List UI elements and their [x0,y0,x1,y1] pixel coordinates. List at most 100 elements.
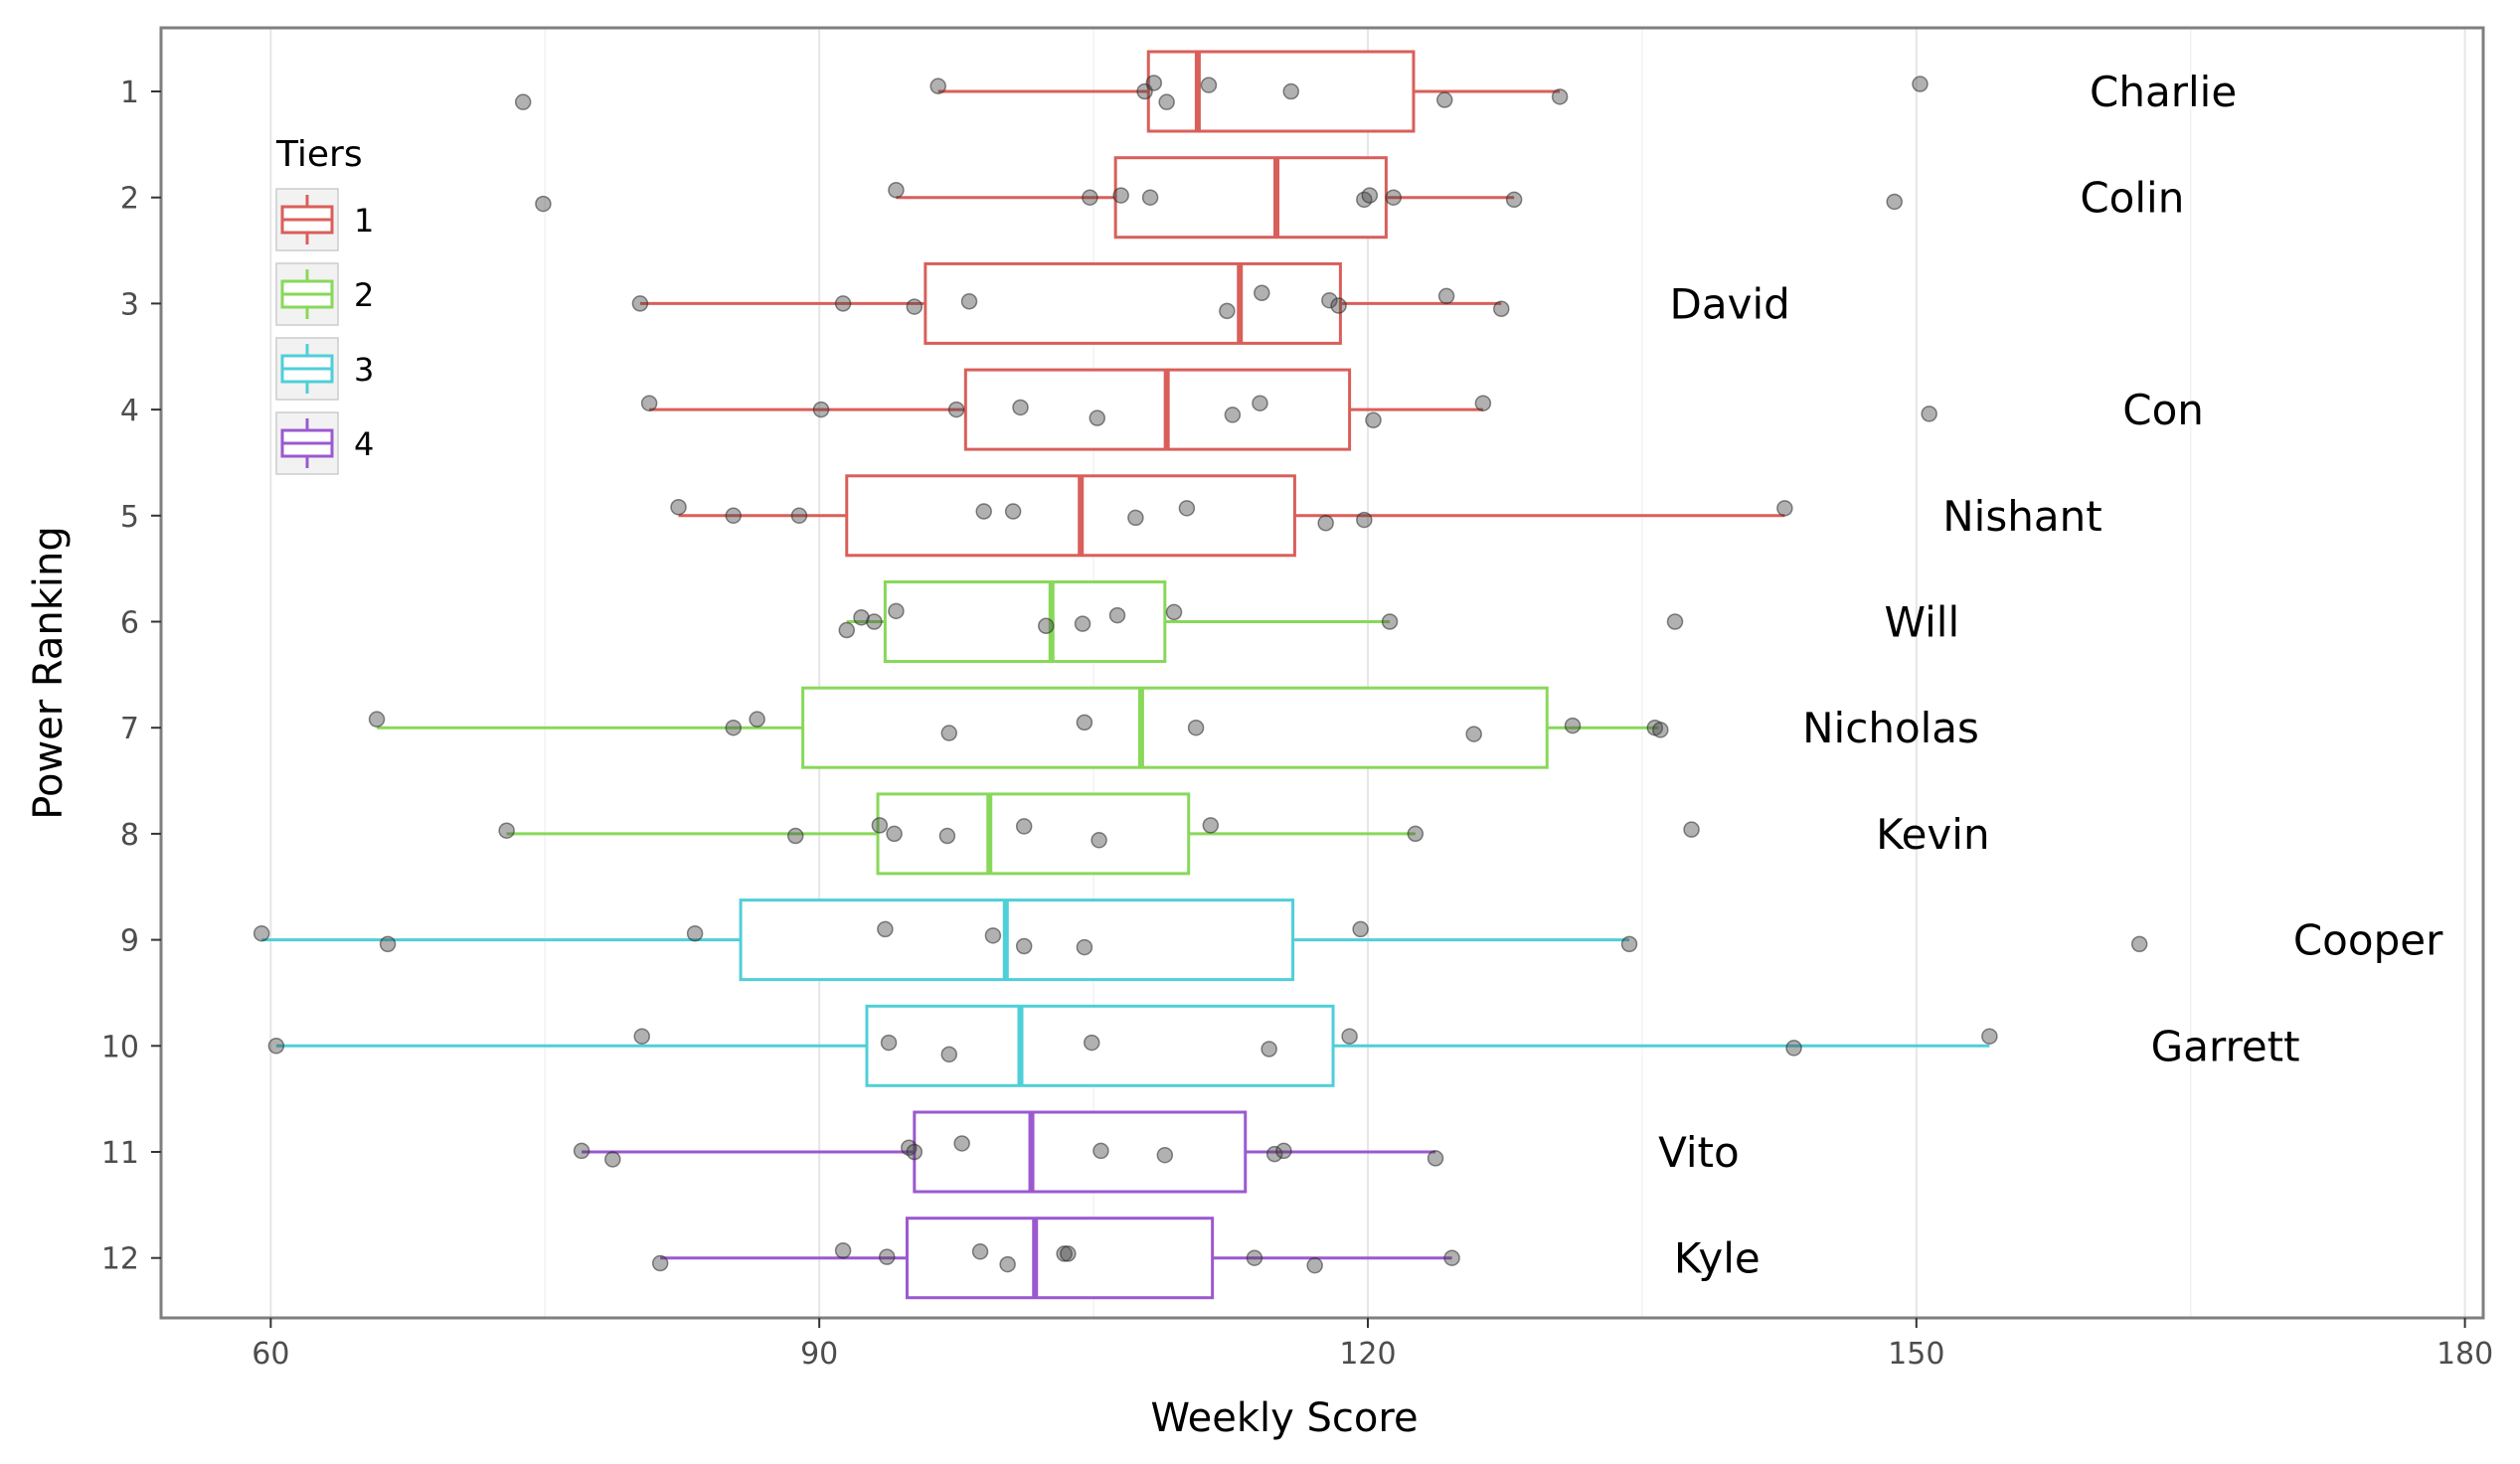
data-point [1427,1150,1444,1167]
data-point [1341,1028,1358,1045]
data-point [1352,920,1369,938]
data-point [1912,76,1929,92]
data-point [1224,407,1242,423]
box-iqr [801,686,1549,769]
data-point [929,78,946,94]
data-point [1407,825,1425,843]
legend: Tiers 1 2 3 4 [275,134,374,475]
data-point [888,602,905,620]
data-point [1361,187,1379,204]
data-point [1381,613,1399,630]
y-tick-label: 12 [101,1242,139,1277]
data-point [1074,615,1092,632]
box-iqr [924,261,1342,345]
data-point [267,1038,285,1055]
x-tick-label: 90 [800,1337,838,1372]
x-axis: 60 90 120 150 180 [252,1318,2493,1372]
team-name-label: Colin [2080,174,2184,223]
data-point [1493,300,1510,317]
data-point [880,1034,898,1052]
data-point [1551,88,1569,105]
data-point [1202,817,1220,834]
y-tick-label: 5 [120,500,139,535]
box-iqr [1146,50,1416,133]
data-point [1356,511,1373,529]
data-point [947,401,965,418]
data-point [1265,1145,1283,1163]
data-point [975,503,992,520]
legend-title: Tiers [275,134,363,175]
y-axis-title: Power Ranking [26,526,72,819]
y-tick-label: 1 [120,76,139,110]
data-point [886,825,903,843]
data-point [1652,722,1669,738]
y-tick-label: 11 [101,1136,139,1171]
legend-entry-label: 2 [354,276,374,314]
y-tick-label: 6 [120,606,139,641]
legend-entry-label: 3 [354,351,374,389]
data-point [1435,91,1453,108]
data-point [1056,1245,1073,1262]
data-point [938,827,956,845]
data-point [1200,77,1218,93]
y-tick-label: 8 [120,818,139,853]
data-point [651,1254,669,1272]
y-tick-label: 2 [120,182,139,217]
x-tick-label: 180 [2436,1337,2493,1372]
x-axis-title: Weekly Score [1150,1395,1418,1441]
team-name-label: Charlie [2090,68,2237,116]
data-point [1785,1040,1802,1057]
data-point [940,1046,958,1063]
data-point [1330,297,1347,314]
box-iqr [883,580,1167,663]
team-name-label: Kyle [1674,1234,1761,1283]
data-point [1683,821,1700,838]
x-tick-label: 60 [252,1337,289,1372]
data-point [906,1143,924,1161]
data-point [252,924,270,942]
data-point [2130,935,2148,953]
data-point [1306,1256,1323,1274]
data-point [878,1248,896,1265]
data-point [1385,189,1402,206]
data-point [1620,935,1638,953]
data-point [1321,291,1338,309]
data-point [1141,189,1159,206]
data-point [877,920,894,938]
data-point [1015,818,1033,835]
data-point [633,1028,651,1045]
data-point [670,499,687,516]
data-point [725,719,742,736]
plot-border [159,26,2485,1320]
data-point [1260,1041,1277,1057]
data-point [1012,399,1029,416]
x-tick-label: 150 [1888,1337,1944,1372]
data-point [1108,606,1126,624]
data-point [1004,503,1022,520]
data-point [812,401,830,418]
team-name-label: Kevin [1876,810,1989,859]
legend-entry-label: 4 [354,425,374,463]
data-point [906,298,924,315]
data-point [1015,937,1033,955]
data-point [1076,938,1093,956]
data-point [790,507,808,525]
team-name-label: Garrett [2151,1022,2300,1070]
data-point [535,195,552,213]
box-layer [261,50,1990,1300]
data-point [573,1142,590,1160]
data-point [1112,187,1129,204]
plot-background [161,28,2483,1318]
data-point [1089,409,1106,426]
data-point [1219,302,1236,320]
x-tick-label: 120 [1339,1337,1396,1372]
data-point [640,395,658,411]
data-point [1474,395,1492,411]
data-point [834,1241,852,1259]
data-point [940,725,958,741]
data-point [1178,500,1196,517]
data-point [379,935,397,953]
data-point [1246,1249,1263,1266]
